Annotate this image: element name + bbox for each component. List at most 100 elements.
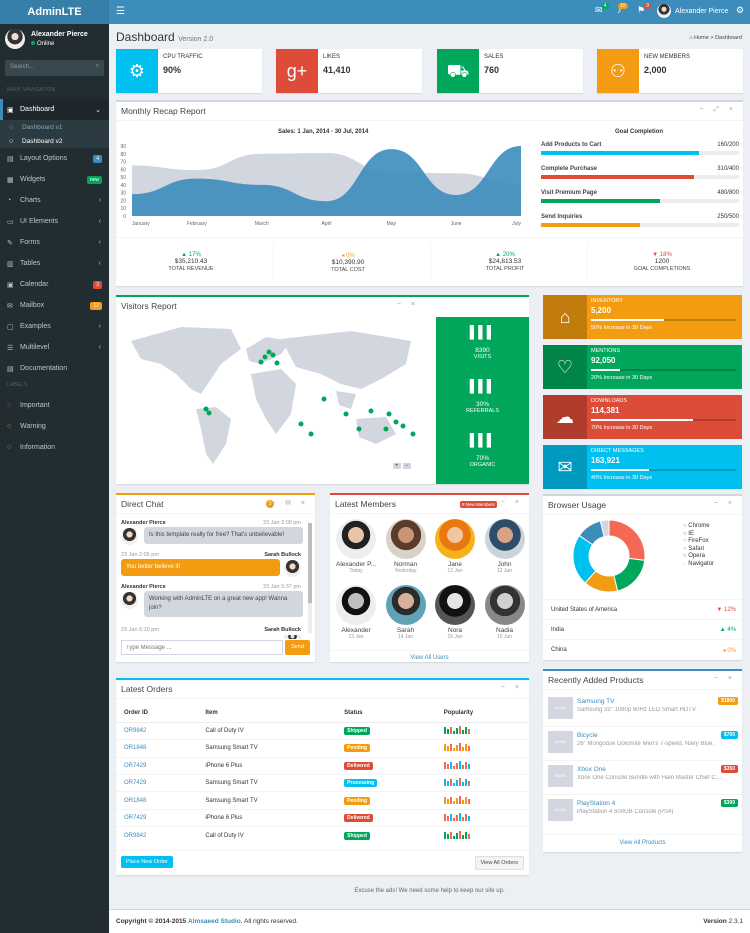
- member-item[interactable]: John 12 Jan: [481, 519, 529, 574]
- view-all-products-link[interactable]: View All Products: [619, 840, 666, 846]
- sidebar-item-documentation[interactable]: ▤ Documentation: [7, 365, 68, 373]
- sidebar-item-widgets[interactable]: ▦ Widgets new: [0, 169, 109, 190]
- goal-title: Goal Completion: [615, 129, 663, 135]
- legend-item: ○ FireFox: [683, 538, 709, 544]
- progress-bar: [591, 469, 736, 471]
- member-name[interactable]: John: [497, 561, 512, 568]
- sidebar-item-multilevel[interactable]: ☰ Multilevel ‹: [7, 344, 101, 352]
- goal-progress: Send Inquiries 250/500: [541, 214, 739, 227]
- country-percent: ▲ 4%: [719, 627, 736, 633]
- status-online: Online: [31, 41, 88, 47]
- search-input[interactable]: Search... ⌕: [5, 60, 104, 76]
- zoom-out-button[interactable]: −: [403, 463, 411, 469]
- sidebar-item-dashboard[interactable]: ▣ Dashboard ⌄: [0, 99, 109, 120]
- stat-value: $24,813.53: [488, 258, 522, 265]
- view-all-orders-button[interactable]: View All Orders: [474, 856, 524, 870]
- sidebar-item-ui-elements[interactable]: ▭ UI Elements ‹: [7, 218, 101, 226]
- box-tools[interactable]: − ✉ ×: [271, 500, 309, 507]
- bell-icon[interactable]: ♪ 10: [617, 3, 628, 15]
- sidebar-item-dashboard-v2[interactable]: ○ Dashboard v2: [9, 137, 63, 145]
- box-tools[interactable]: − ×: [500, 499, 523, 506]
- monthly-recap-box: Monthly Recap Report − ⤢ × Sales: 1 Jan,…: [116, 100, 743, 286]
- chat-time: 23 Jan 2:00 pm: [263, 520, 301, 526]
- popularity-sparkline: [443, 830, 470, 839]
- search-icon[interactable]: ⌕: [95, 63, 99, 69]
- member-item[interactable]: Nadia 15 Jan: [481, 585, 529, 640]
- menu-icon: ▣: [7, 281, 14, 289]
- order-id-link[interactable]: OR9842: [124, 832, 147, 839]
- flag-icon[interactable]: ⚑ 9: [637, 3, 652, 15]
- chat-time: 23 Jan 2:05 pm: [121, 552, 159, 558]
- order-id-link[interactable]: OR1848: [124, 797, 147, 804]
- member-name[interactable]: Jane: [447, 561, 463, 568]
- country-label[interactable]: India: [551, 627, 565, 633]
- place-new-order-button[interactable]: Place New Order: [121, 856, 173, 868]
- sidebar-item-examples[interactable]: ▢ Examples ‹: [7, 323, 101, 331]
- sidebar-item-mailbox[interactable]: ✉ Mailbox 12: [0, 295, 109, 316]
- member-name[interactable]: Alexander: [341, 627, 371, 634]
- brand-logo[interactable]: AdminLTE: [0, 0, 109, 24]
- stat-label: TOTAL REVENUE: [168, 266, 214, 272]
- chat-message-input[interactable]: [121, 640, 283, 655]
- popularity-sparkline: [443, 743, 470, 752]
- box-tools[interactable]: − ⤢ ×: [699, 106, 737, 113]
- box-tools[interactable]: − ×: [396, 301, 419, 308]
- member-name[interactable]: Sarah: [396, 627, 415, 634]
- member-item[interactable]: Alexander 13 Jan: [332, 585, 380, 640]
- member-item[interactable]: Sarah 14 Jan: [382, 585, 430, 640]
- sidebar-item-tables[interactable]: ▥ Tables ‹: [7, 260, 101, 268]
- box-tools[interactable]: − ×: [713, 675, 736, 682]
- order-item: Samsung Smart TV: [197, 791, 337, 810]
- box-tools[interactable]: − ×: [713, 500, 736, 507]
- menu-icon: ▥: [7, 260, 14, 268]
- sidebar-label-information[interactable]: ○ Information: [7, 444, 56, 451]
- sidebar-item-calendar[interactable]: ▣ Calendar 3: [0, 274, 109, 295]
- circle-icon: ○: [7, 423, 12, 430]
- order-id-link[interactable]: OR7429: [124, 815, 147, 822]
- user-menu[interactable]: Alexander Pierce: [657, 4, 728, 18]
- envelope-icon[interactable]: ✉ 4: [595, 3, 609, 15]
- member-name[interactable]: Nadia: [496, 627, 513, 634]
- sidebar-item-layout-options[interactable]: ▤ Layout Options 4: [0, 148, 109, 169]
- sidebar-item-dashboard-v1[interactable]: ○ Dashboard v1: [9, 123, 63, 131]
- country-label[interactable]: China: [551, 647, 567, 653]
- member-name[interactable]: Nora: [447, 627, 463, 634]
- member-item[interactable]: Nora 15 Jan: [431, 585, 479, 640]
- table-row: OR9842 Call of Duty IV Shipped: [116, 826, 528, 845]
- sidebar-item-charts[interactable]: ◔ Charts ‹: [7, 197, 101, 204]
- zoom-in-button[interactable]: +: [393, 463, 401, 469]
- breadcrumb-home[interactable]: Home: [694, 35, 709, 41]
- box-tools[interactable]: − ×: [500, 684, 523, 691]
- member-name[interactable]: Alexander P...: [336, 561, 376, 568]
- member-item[interactable]: Alexander P... Today: [332, 519, 380, 574]
- member-name[interactable]: Norman: [393, 561, 418, 568]
- avatar: [284, 560, 301, 577]
- goal-label: Complete Purchase: [541, 166, 598, 172]
- sidebar-item-forms[interactable]: ✎ Forms ‹: [7, 239, 101, 247]
- order-id-link[interactable]: OR7429: [124, 762, 147, 769]
- view-all-users-link[interactable]: View All Users: [410, 655, 449, 661]
- y-tick-label: 80: [120, 152, 126, 158]
- y-tick-label: 40: [120, 183, 126, 189]
- gears-icon[interactable]: ⚙: [736, 5, 745, 15]
- product-name[interactable]: PlayStation 4: [577, 800, 616, 807]
- company-link[interactable]: Almsaeed Studio.: [188, 918, 243, 925]
- send-button[interactable]: Send: [285, 640, 310, 655]
- product-name[interactable]: Samsung TV: [577, 698, 615, 705]
- sidebar-label-important[interactable]: ○ Important: [7, 402, 50, 409]
- product-name[interactable]: Xbox One: [577, 766, 606, 773]
- order-id-link[interactable]: OR9842: [124, 728, 147, 735]
- sidebar-toggle-icon[interactable]: ☰: [116, 6, 125, 17]
- info-box: g+ LIKES 41,410: [276, 49, 422, 93]
- sidebar-label-warning[interactable]: ○ Warning: [7, 423, 46, 430]
- country-label[interactable]: United States of America: [551, 607, 618, 613]
- bar-chart-icon: ▌▌▌: [469, 379, 496, 393]
- member-item[interactable]: Jane 12 Jan: [431, 519, 479, 574]
- product-name[interactable]: Bicycle: [577, 732, 598, 739]
- order-id-link[interactable]: OR7429: [124, 780, 147, 787]
- order-id-link[interactable]: OR1848: [124, 745, 147, 752]
- member-item[interactable]: Norman Yesterday: [382, 519, 430, 574]
- chat-time: 23 Jan 6:10 pm: [121, 627, 159, 633]
- goal-label: Visit Premium Page: [541, 190, 597, 196]
- table-row: OR1848 Samsung Smart TV Pending: [116, 739, 528, 758]
